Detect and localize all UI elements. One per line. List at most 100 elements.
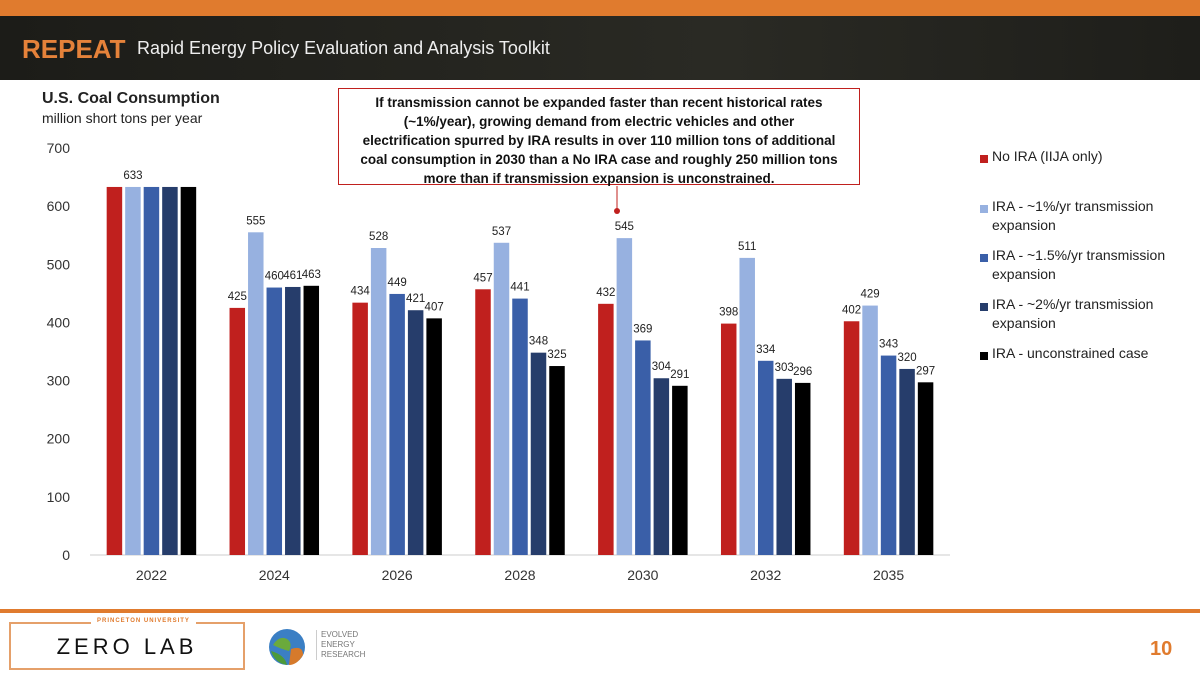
legend-label: IRA - ~1%/yr transmission expansion	[992, 198, 1154, 233]
data-label: 402	[842, 304, 861, 316]
bar	[370, 248, 387, 555]
bar	[862, 305, 878, 555]
bar	[248, 232, 264, 556]
y-tick-label: 200	[47, 431, 71, 447]
legend-label: IRA - ~2%/yr transmission expansion	[992, 296, 1154, 331]
legend-label: No IRA (IIJA only)	[992, 148, 1103, 164]
legend-swatch	[980, 254, 988, 262]
x-tick-label: 2035	[873, 567, 904, 583]
data-label: 429	[860, 289, 879, 301]
data-label: 449	[388, 277, 407, 289]
x-tick-label: 2026	[382, 567, 413, 583]
bar	[143, 186, 160, 555]
bar	[162, 186, 178, 555]
data-label: 320	[897, 352, 916, 364]
data-label: 343	[879, 339, 898, 351]
data-label: 633	[123, 170, 142, 182]
bar	[880, 355, 897, 555]
bar	[180, 186, 197, 555]
data-label: 555	[246, 215, 265, 227]
data-label: 348	[529, 336, 548, 348]
y-tick-label: 700	[47, 140, 71, 156]
data-label: 460	[265, 271, 284, 283]
x-tick-label: 2032	[750, 567, 781, 583]
chart-title: U.S. Coal Consumption	[42, 90, 220, 107]
data-label: 421	[406, 293, 425, 305]
annotation-box: If transmission cannot be expanded faste…	[338, 88, 860, 186]
legend-label: IRA - unconstrained case	[992, 345, 1149, 361]
bar	[917, 382, 934, 555]
data-label: 398	[719, 307, 738, 319]
top-accent-bar	[0, 0, 1200, 16]
y-tick-label: 100	[47, 489, 71, 505]
x-tick-label: 2024	[259, 567, 290, 583]
legend-item: IRA - ~2%/yr transmission expansion	[980, 296, 1167, 333]
bar	[303, 285, 320, 555]
bar	[426, 318, 442, 555]
bar	[530, 352, 547, 555]
data-label: 441	[510, 282, 529, 294]
zero-lab-logo: PRINCETON UNIVERSITY ZERO LAB	[9, 618, 245, 670]
bar	[125, 186, 141, 555]
partner-logo-text: EVOLVED ENERGY RESEARCH	[316, 630, 365, 660]
data-label: 303	[775, 362, 794, 374]
x-tick-label: 2028	[504, 567, 535, 583]
data-label: 425	[228, 291, 247, 303]
data-label: 463	[302, 269, 321, 281]
y-tick-label: 0	[62, 547, 70, 563]
legend-item: IRA - ~1%/yr transmission expansion	[980, 198, 1167, 235]
partner-text: RESEARCH	[321, 650, 366, 659]
data-label: 457	[473, 272, 492, 284]
data-label: 537	[492, 226, 511, 238]
bar	[720, 323, 737, 555]
partner-text: EVOLVED	[321, 630, 359, 639]
data-label: 528	[369, 231, 388, 243]
bar	[475, 289, 491, 555]
legend-item: No IRA (IIJA only)	[980, 148, 1167, 166]
x-tick-label: 2030	[627, 567, 658, 583]
annotation-line: coal consumption in 2030 than a No IRA c…	[360, 152, 838, 167]
page-number: 10	[1150, 638, 1173, 660]
bar	[512, 298, 528, 555]
annotation-line: electrification spurred by IRA results i…	[362, 133, 836, 148]
header-subtitle: Rapid Energy Policy Evaluation and Analy…	[137, 38, 550, 58]
globe-leaf-icon	[269, 629, 305, 665]
y-tick-label: 400	[47, 314, 71, 330]
chart-legend: No IRA (IIJA only) IRA - ~1%/yr transmiss…	[980, 148, 1167, 377]
y-tick-label: 500	[47, 256, 71, 272]
bar	[616, 238, 633, 555]
legend-swatch	[980, 205, 988, 213]
annotation-line: more than if transmission expansion is u…	[423, 171, 775, 186]
bar	[598, 303, 614, 555]
bar	[352, 302, 368, 555]
data-label: 407	[425, 301, 444, 313]
y-tick-label: 600	[47, 198, 71, 214]
x-tick-label: 2022	[136, 567, 167, 583]
bar	[776, 378, 792, 555]
data-label: 511	[738, 241, 756, 253]
data-label: 545	[615, 221, 634, 233]
data-label: 434	[351, 286, 371, 298]
header-banner: REPEAT Rapid Energy Policy Evaluation an…	[0, 16, 1200, 80]
bar	[899, 368, 915, 555]
data-label: 461	[283, 270, 302, 282]
partner-text: ENERGY	[321, 640, 355, 649]
bar	[407, 310, 424, 555]
legend-label: IRA - ~1.5%/yr transmission expansion	[992, 247, 1166, 282]
bar	[106, 186, 123, 555]
chart-units: million short tons per year	[42, 110, 203, 126]
legend-swatch	[980, 155, 988, 163]
bar	[389, 293, 405, 555]
legend-item: IRA - ~1.5%/yr transmission expansion	[980, 247, 1167, 284]
annotation-line: If transmission cannot be expanded faste…	[375, 95, 823, 110]
bar	[285, 286, 301, 555]
bar	[843, 321, 860, 555]
bar	[229, 307, 246, 555]
bottom-accent-bar	[0, 609, 1200, 613]
annotation-pointer-dot	[614, 208, 620, 214]
bar	[266, 287, 283, 555]
bar	[493, 242, 510, 555]
legend-item: IRA - unconstrained case	[980, 345, 1167, 363]
